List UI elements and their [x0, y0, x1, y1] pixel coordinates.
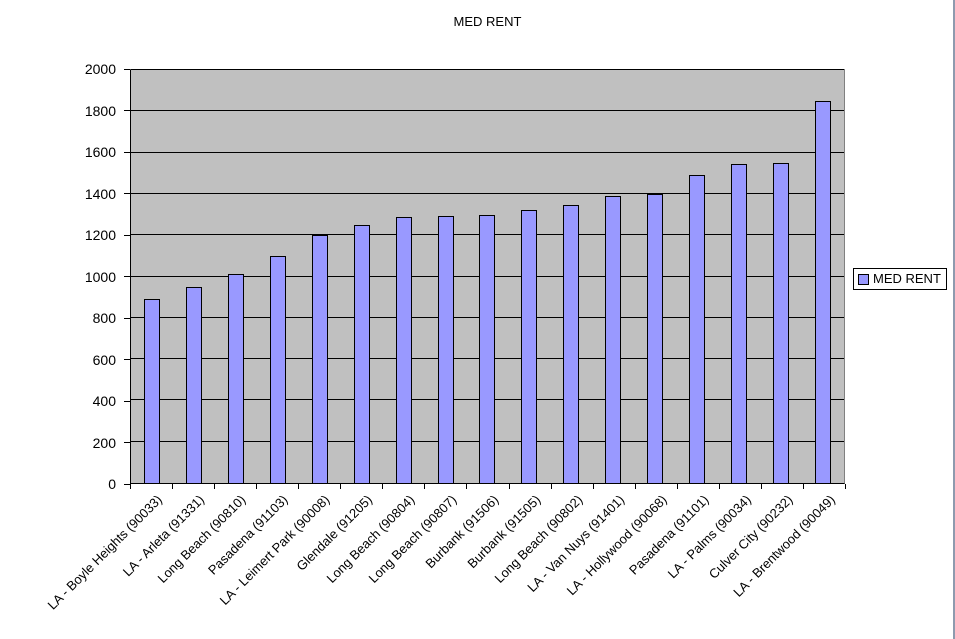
x-axis-tick	[508, 484, 510, 489]
bar-11	[605, 195, 622, 483]
bar-2	[227, 274, 244, 483]
bar-slot	[550, 70, 592, 483]
legend: MED RENT	[853, 268, 947, 290]
bar-slot	[341, 70, 383, 483]
x-axis-tick	[214, 484, 216, 489]
bar-7	[437, 215, 454, 483]
y-axis-tick-label: 1800	[84, 102, 116, 119]
y-axis-tick-label: 1400	[84, 185, 116, 202]
y-axis-tick-label: 1600	[84, 144, 116, 160]
bar-slot	[299, 70, 341, 483]
x-axis-tick	[802, 484, 804, 489]
bar-slot	[634, 70, 676, 483]
x-axis-category-label: Burbank (91506)	[422, 492, 502, 572]
x-axis-tick	[256, 484, 258, 489]
bar-4	[311, 235, 328, 483]
x-axis-tick	[845, 484, 846, 489]
y-axis-tick	[124, 400, 130, 402]
x-axis-tick	[718, 484, 720, 489]
x-axis-category-label: Burbank (91505)	[464, 492, 544, 572]
y-axis-tick	[124, 68, 130, 70]
bar-slot	[676, 70, 718, 483]
gridline-2000	[131, 69, 844, 70]
legend-series-swatch-icon	[858, 273, 869, 285]
bar-0	[143, 299, 160, 483]
y-axis-tick	[124, 442, 130, 443]
bar-slot	[718, 70, 760, 483]
bar-1	[185, 286, 202, 483]
y-axis-tick-label: 800	[92, 310, 116, 326]
bar-3	[269, 255, 286, 483]
bar-12	[647, 193, 664, 483]
bar-slot	[173, 70, 215, 483]
x-axis-category-label: Glendale (91205)	[293, 492, 375, 574]
x-axis-tick	[130, 484, 131, 489]
x-axis-tick	[676, 484, 678, 489]
x-axis-tick	[424, 484, 426, 489]
chart-title: MED RENT	[453, 14, 522, 29]
y-axis-tick-label: 1000	[84, 268, 116, 285]
x-axis-tick	[340, 484, 342, 489]
bar-slot	[215, 70, 257, 483]
y-axis-labels: 0 200 400 600 800 1000 1200 1400 1600 1800 2000	[0, 61, 120, 492]
bar-5	[353, 224, 370, 483]
gridline-1800	[131, 110, 844, 112]
y-axis-tick-label: 0	[108, 476, 116, 492]
y-axis-tick	[124, 151, 130, 153]
bar-14	[731, 163, 748, 483]
bar-slot	[802, 70, 844, 483]
y-axis-tick	[124, 483, 130, 485]
window-edge	[953, 0, 955, 639]
bar-slot	[383, 70, 425, 483]
y-axis-tick-label: 200	[92, 434, 116, 451]
bar-slot	[760, 70, 802, 483]
y-axis-tick	[124, 359, 130, 360]
y-axis-tick-label: 600	[92, 351, 116, 368]
y-axis-tick	[124, 234, 130, 236]
y-axis-tick-label: 2000	[84, 61, 116, 77]
bar-16	[814, 100, 831, 483]
x-axis-tick	[592, 484, 594, 489]
bar-8	[479, 214, 496, 483]
y-axis-tick-label: 400	[92, 393, 116, 409]
bar-slot	[592, 70, 634, 483]
legend-label: MED RENT	[873, 271, 941, 286]
bar-9	[521, 210, 538, 483]
bar-10	[563, 205, 580, 483]
plot-area	[130, 69, 845, 484]
bar-slot	[257, 70, 299, 483]
y-axis-tick	[124, 110, 130, 111]
bar-slot	[467, 70, 509, 483]
bar-13	[689, 175, 706, 483]
x-axis-tick	[466, 484, 468, 489]
y-axis-tick	[124, 193, 130, 194]
gridline-1600	[131, 151, 844, 153]
x-axis-tick	[550, 484, 552, 489]
x-axis-tick	[760, 484, 762, 489]
y-axis-tick	[124, 317, 130, 319]
x-axis-tick	[382, 484, 384, 489]
bar-slot	[508, 70, 550, 483]
y-axis-tick	[124, 276, 130, 277]
x-axis-tick	[172, 484, 174, 489]
bars-container	[131, 70, 844, 483]
bar-slot	[131, 70, 173, 483]
gridline-1400	[131, 192, 844, 194]
x-axis-tick	[298, 484, 300, 489]
bar-6	[395, 216, 412, 483]
x-axis-tick	[634, 484, 636, 489]
bar-slot	[425, 70, 467, 483]
bar-15	[773, 162, 790, 483]
y-axis-tick-label: 1200	[84, 227, 116, 243]
